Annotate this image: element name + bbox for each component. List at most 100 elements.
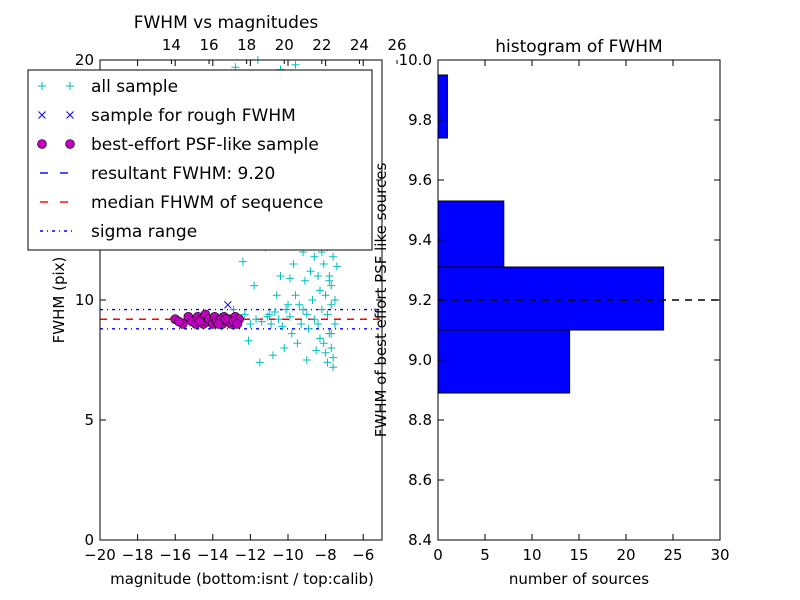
all-sample-point-91 [285,274,294,283]
all-sample-point-11 [274,315,283,324]
left-top-tick-label-3: 20 [275,36,294,54]
all-sample-point-9 [267,320,276,328]
legend-label-sigma-range: sigma range [91,222,197,242]
left-y-axis-label: FWHM (pix) [50,257,68,344]
right-y-tick-label-1: 8.6 [408,471,432,489]
all-sample-point-55 [332,262,341,271]
right-plot-marks [437,74,720,394]
all-sample-point-16 [291,291,300,300]
all-sample-point-24 [310,315,319,324]
left-top-tick-label-4: 22 [312,36,331,54]
left-y-tick-label-2: 10 [75,291,94,309]
all-sample-point-48 [329,252,338,261]
right-y-tick-label-2: 8.8 [408,411,432,429]
all-sample-point-22 [306,267,315,276]
all-sample-point-94 [331,320,339,328]
all-sample-point-35 [321,291,330,300]
all-sample-point-38 [323,310,332,319]
rough-fwhm-point-0 [223,300,232,309]
all-sample-point-61 [302,356,311,364]
right-x-tick-label-4: 20 [616,546,635,564]
all-sample-point-95 [327,329,336,338]
left-y-tick-label-0: 0 [84,531,94,549]
legend-label-all-sample: all sample [91,77,178,97]
left-top-tick-label-2: 18 [237,36,256,54]
all-sample-point-47 [327,300,336,309]
all-sample-point-21 [304,324,313,333]
all-sample-point-12 [278,322,287,331]
legend-label-rough-fwhm: sample for rough FWHM [91,106,296,126]
all-sample-point-60 [312,346,321,355]
legend-label-psf-like: best-effort PSF-like sample [91,135,319,155]
all-sample-point-23 [308,296,317,304]
right-y-tick-label-4: 9.2 [408,291,432,309]
left-chart-title: FWHM vs magnitudes [134,13,319,33]
all-sample-point-58 [323,358,332,367]
all-sample-point-71 [276,272,285,280]
all-sample-point-96 [229,305,238,314]
all-sample-point-59 [315,334,324,343]
legend-label-resultant-fwhm: resultant FWHM: 9.20 [91,164,275,184]
legend-marker-x-0 [38,111,46,119]
left-x-tick-label-5: −10 [272,546,304,564]
all-sample-point-28 [315,286,324,295]
all-sample-point-5 [246,320,255,328]
all-sample-point-88 [238,257,247,266]
legend-markers [37,82,75,232]
right-y-axis-label: FWHM of best effort PSF like sources [372,163,390,438]
all-sample-point-64 [268,351,277,360]
all-sample-point-62 [293,339,302,348]
histogram-bar-1 [437,266,665,331]
right-y-tick-label-0: 8.4 [408,531,432,549]
left-x-tick-label-2: −16 [159,546,191,564]
right-y-tick-label-5: 9.4 [408,231,432,249]
all-sample-point-98 [284,300,292,309]
all-sample-point-44 [327,281,336,290]
left-x-tick-label-6: −8 [315,546,337,564]
all-sample-point-46 [327,344,336,352]
right-x-tick-label-3: 15 [569,546,588,564]
all-sample-point-20 [302,310,311,319]
right-x-tick-label-2: 10 [522,546,541,564]
all-sample-point-15 [287,329,296,338]
legend-marker-x-1 [66,111,74,119]
left-chart: −20 −18 −16 −14 −12 −10 −8 −6 14 16 18 20 22 24 26 0 5 10… [27,13,407,588]
all-sample-point-99 [299,305,308,314]
all-sample-point-97 [265,310,274,319]
legend-marker-circle-0 [37,139,47,149]
all-sample-point-89 [250,281,259,290]
left-y-tick-label-4: 20 [75,51,94,69]
all-sample-point-93 [310,252,319,261]
histogram-bar-0 [437,329,571,394]
all-sample-point-90 [272,291,281,300]
all-sample-point-4 [240,310,249,319]
left-x-tick-label-0: −20 [84,546,116,564]
all-sample-point-51 [329,363,338,372]
all-sample-point-78 [291,60,300,69]
right-y-tick-label-3: 9.0 [408,351,432,369]
right-y-tick-label-7: 9.8 [408,111,432,129]
legend-box [27,69,373,251]
all-sample-point-31 [317,305,326,314]
all-sample-point-56 [319,339,328,348]
left-x-tick-label-3: −14 [197,546,229,564]
histogram-bar-2 [437,200,505,268]
left-top-tick-label-0: 14 [162,36,181,54]
left-x-tick-label-7: −6 [352,546,374,564]
all-sample-point-33 [319,260,328,268]
right-chart-title: histogram of FWHM [495,37,662,57]
legend-marker-circle-1 [65,139,75,149]
left-x-tick-label-4: −12 [235,546,267,564]
legend-marker-plus-0 [38,82,46,90]
all-sample-point-65 [255,358,264,367]
all-sample-point-52 [331,296,339,304]
left-top-tick-label-6: 26 [387,36,406,54]
left-x-tick-label-1: −18 [122,546,154,564]
all-sample-point-7 [257,317,266,326]
right-chart: 0 5 10 15 20 25 30 8.4 8.6 8.8 9.0 9.2 9.4 9.6 9.8 10.0… [372,37,730,588]
left-x-axis-label: magnitude (bottom:isnt / top:calib) [110,570,374,588]
right-x-axis-label: number of sources [509,570,649,588]
psf-like-point-27 [232,319,243,329]
all-sample-point-14 [285,312,294,321]
